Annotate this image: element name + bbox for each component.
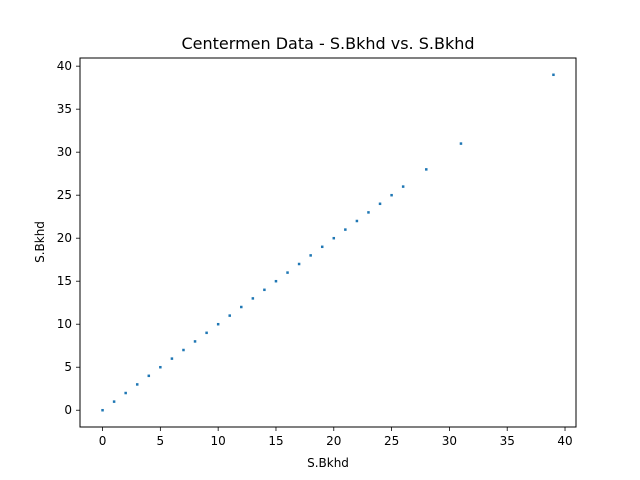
x-axis-label: S.Bkhd <box>307 456 349 470</box>
data-point <box>274 279 278 283</box>
x-tick-label: 10 <box>211 434 226 448</box>
data-point <box>286 271 289 274</box>
y-axis: 0 5 10 15 20 25 30 35 40 <box>57 59 80 417</box>
data-point <box>320 245 324 249</box>
chart-title: Centermen Data - S.Bkhd vs. S.Bkhd <box>182 34 475 53</box>
plot-area <box>79 57 577 428</box>
data-point <box>216 322 220 326</box>
data-point <box>390 193 393 197</box>
data-point <box>159 365 162 369</box>
data-point <box>552 73 555 77</box>
data-point <box>332 236 336 240</box>
axes-frame <box>79 57 577 428</box>
x-tick-label: 15 <box>268 434 283 448</box>
y-tick-label: 40 <box>57 59 72 73</box>
data-point <box>459 142 463 145</box>
x-tick-label: 40 <box>557 434 572 448</box>
data-point <box>135 383 139 386</box>
data-point <box>344 228 347 231</box>
x-tick-label: 20 <box>326 434 341 448</box>
x-tick-label: 35 <box>500 434 515 448</box>
data-point <box>205 331 208 335</box>
x-tick-label: 5 <box>157 434 165 448</box>
y-tick-label: 35 <box>57 102 72 116</box>
y-tick-label: 25 <box>57 188 72 202</box>
data-point <box>309 254 312 257</box>
data-point <box>355 219 359 223</box>
data-point <box>147 374 151 378</box>
data-point <box>182 348 185 352</box>
data-point <box>101 408 104 412</box>
y-axis-label: S.Bkhd <box>33 221 47 263</box>
y-tick-label: 15 <box>57 274 72 288</box>
data-points <box>101 73 555 412</box>
y-tick-label: 0 <box>64 403 72 417</box>
data-point <box>263 288 266 292</box>
data-point <box>367 211 370 214</box>
data-point <box>251 297 255 300</box>
x-tick-label: 0 <box>99 434 107 448</box>
y-tick-label: 5 <box>64 360 72 374</box>
data-point <box>124 391 127 395</box>
data-point <box>425 168 428 171</box>
data-point <box>297 262 301 266</box>
data-point <box>401 185 405 188</box>
x-tick-label: 30 <box>442 434 457 448</box>
data-point <box>240 305 243 309</box>
y-tick-label: 10 <box>57 317 72 331</box>
y-tick-label: 20 <box>57 231 72 245</box>
data-point <box>193 340 197 343</box>
y-tick-label: 30 <box>57 145 72 159</box>
data-point <box>378 202 382 206</box>
data-point <box>228 314 231 317</box>
x-axis: 0 5 10 15 20 25 30 35 40 <box>99 427 573 448</box>
data-point <box>112 400 116 403</box>
x-tick-label: 25 <box>384 434 399 448</box>
data-point <box>170 357 174 360</box>
